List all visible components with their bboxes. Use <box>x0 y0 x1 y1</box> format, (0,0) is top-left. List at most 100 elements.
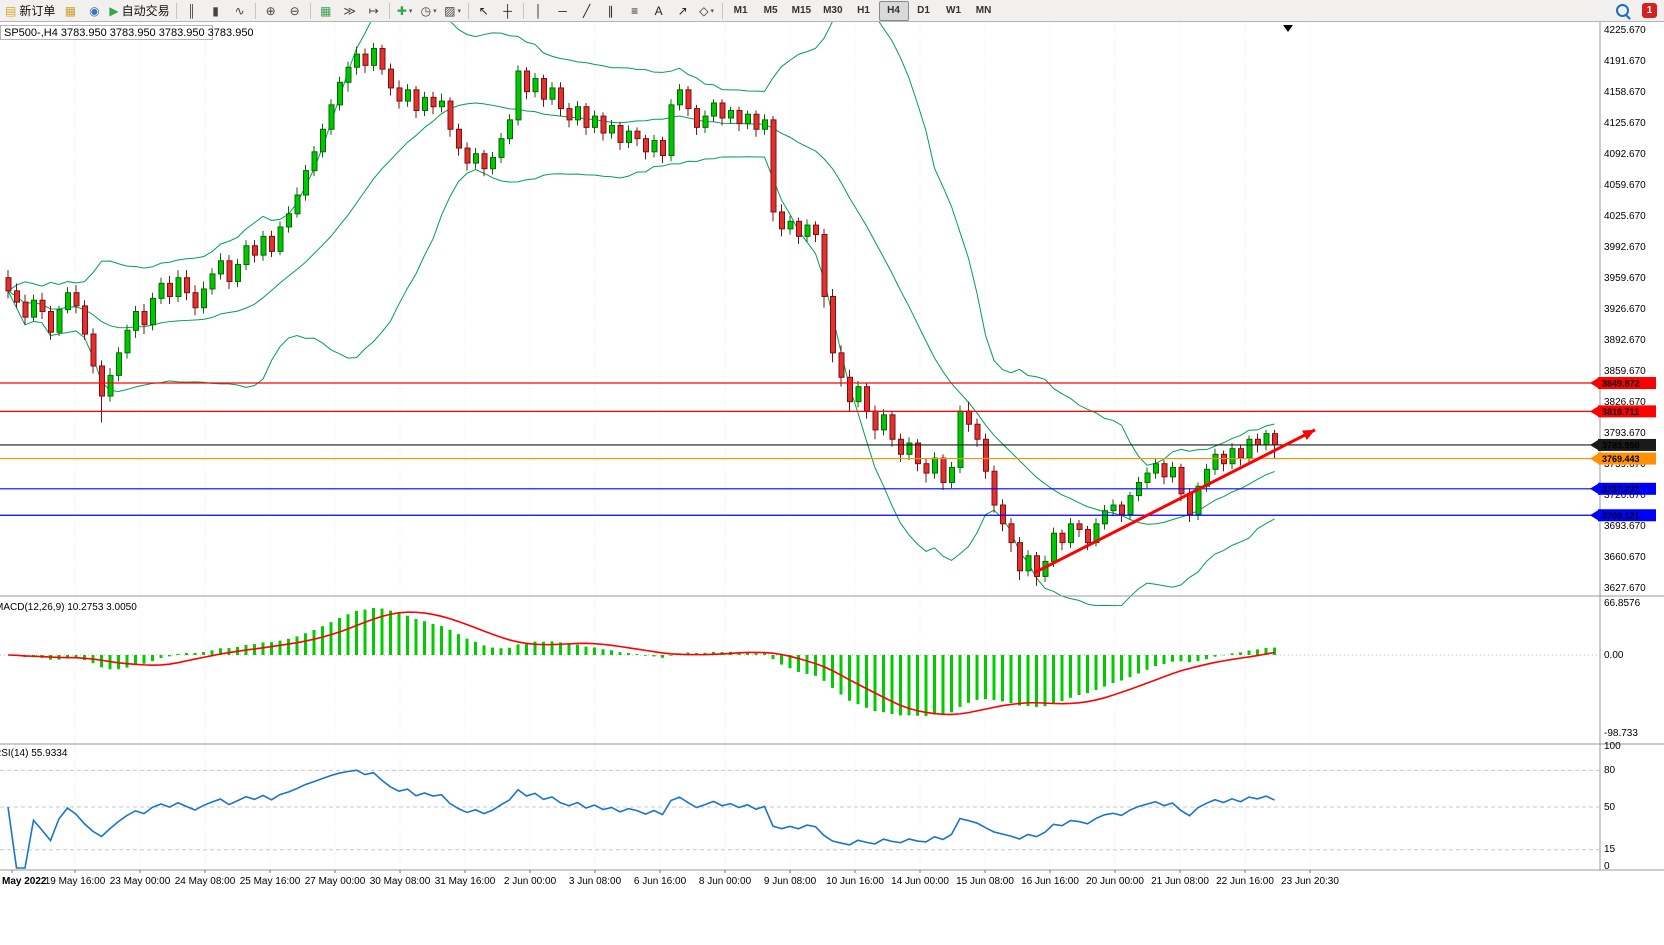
svg-text:24 May 08:00: 24 May 08:00 <box>175 876 236 887</box>
svg-text:3693.670: 3693.670 <box>1604 521 1646 532</box>
auto-scroll-icon: ≫ <box>343 3 356 18</box>
horizontal-line-button[interactable]: ─ <box>551 1 575 21</box>
cursor-button[interactable]: ↖ <box>472 1 496 21</box>
svg-text:4025.670: 4025.670 <box>1604 211 1646 222</box>
svg-text:19 May 16:00: 19 May 16:00 <box>45 876 106 887</box>
arrow-tools-button[interactable]: ↗ <box>671 1 695 21</box>
svg-text:22 Jun 16:00: 22 Jun 16:00 <box>1216 876 1274 887</box>
timeframe-h4-button-label: H4 <box>887 5 900 16</box>
crosshair-button[interactable]: ┼ <box>496 1 520 21</box>
tile-windows-icon: ▦ <box>319 3 332 18</box>
timeframe-m15-button-label: M15 <box>791 5 812 16</box>
periods-button-caret: ▾ <box>433 7 437 15</box>
toolbar-separator <box>309 2 311 19</box>
svg-text:8 Jun 00:00: 8 Jun 00:00 <box>699 876 752 887</box>
level-price-tag[interactable] <box>1598 452 1656 465</box>
bollinger-bands <box>7 22 1275 607</box>
text-button[interactable]: A <box>647 1 671 21</box>
trend-arrow[interactable] <box>1033 428 1316 575</box>
svg-text:23 May 00:00: 23 May 00:00 <box>110 876 171 887</box>
svg-text:23 Jun 20:30: 23 Jun 20:30 <box>1281 876 1339 887</box>
svg-text:25 May 16:00: 25 May 16:00 <box>240 876 301 887</box>
timeframe-h4-button[interactable]: H4 <box>878 0 909 21</box>
periods-button[interactable]: ◷ ▾ <box>417 1 441 21</box>
channel-button[interactable]: ∥ <box>599 1 623 21</box>
toolbar-separator <box>522 2 524 19</box>
level-price-tag[interactable] <box>1598 405 1656 418</box>
timeframe-d1-button-label: D1 <box>917 5 930 16</box>
tile-windows-button[interactable]: ▦ <box>314 1 338 21</box>
candlestick-chart-icon: ▮ <box>212 3 219 18</box>
trendline-button[interactable]: ╱ <box>575 1 599 21</box>
timeframe-h1-button[interactable]: H1 <box>849 1 879 21</box>
svg-text:3819.711: 3819.711 <box>1602 407 1639 417</box>
timeframe-d1-button[interactable]: D1 <box>909 1 939 21</box>
svg-text:3709.121: 3709.121 <box>1602 511 1640 521</box>
level-price-tag[interactable] <box>1598 482 1656 495</box>
price-tags[interactable]: 3849.872 3819.711 3783.950 3769.443 3737.271… <box>1590 377 1656 522</box>
search-button[interactable] <box>1610 1 1634 21</box>
timeframe-m30-button[interactable]: M30 <box>817 1 848 21</box>
svg-text:15 Jun 08:00: 15 Jun 08:00 <box>956 876 1014 887</box>
symbol-info: SP500-,H4 3783.950 3783.950 3783.950 378… <box>0 25 254 40</box>
chart-canvas[interactable]: SP500-,H4 3783.950 3783.950 3783.950 378… <box>0 22 1664 945</box>
new-order-button[interactable]: ▤ 新订单 <box>2 1 58 21</box>
shapes-button[interactable]: ◇ ▾ <box>695 1 719 21</box>
chart-window-button[interactable]: ▦ <box>58 1 82 21</box>
svg-text:4059.670: 4059.670 <box>1604 180 1646 191</box>
toolbar-separator <box>467 2 469 19</box>
zoom-in-icon: ⊕ <box>265 3 276 18</box>
svg-text:4092.670: 4092.670 <box>1604 149 1646 160</box>
line-chart-button[interactable]: ∿ <box>228 1 252 21</box>
search-icon <box>1615 4 1629 17</box>
crosshair-icon: ┼ <box>503 3 512 18</box>
svg-text:31 May 16:00: 31 May 16:00 <box>435 876 496 887</box>
timeframe-w1-button[interactable]: W1 <box>939 1 969 21</box>
toolbar-separator <box>388 2 390 19</box>
level-lines[interactable] <box>0 382 1600 516</box>
zoom-out-button[interactable]: ⊖ <box>283 1 307 21</box>
vertical-line-button[interactable]: │ <box>527 1 551 21</box>
chart-window-icon: ▦ <box>64 3 77 18</box>
templates-icon: ▨ <box>444 3 456 18</box>
level-price-tag[interactable] <box>1598 509 1656 522</box>
zoom-in-button[interactable]: ⊕ <box>259 1 283 21</box>
horizontal-line-icon: ─ <box>558 3 567 18</box>
svg-text:0.00: 0.00 <box>1604 650 1624 661</box>
svg-text:16 Jun 16:00: 16 Jun 16:00 <box>1021 876 1079 887</box>
chart-shift-marker <box>1283 25 1293 32</box>
templates-button[interactable]: ▨ ▾ <box>441 1 465 21</box>
cursor-icon: ↖ <box>478 3 489 18</box>
fibonacci-icon: ≡ <box>631 3 639 18</box>
svg-text:21 Jun 08:00: 21 Jun 08:00 <box>1151 876 1209 887</box>
indicators-button[interactable]: ✚ ▾ <box>393 1 417 21</box>
chart-shift-button[interactable]: ↦ <box>362 1 386 21</box>
channel-icon: ∥ <box>607 3 614 18</box>
svg-text:3892.670: 3892.670 <box>1604 335 1646 346</box>
svg-text:3 Jun 08:00: 3 Jun 08:00 <box>569 876 622 887</box>
timeframe-h1-button-label: H1 <box>857 5 870 16</box>
timeframe-mn-button[interactable]: MN <box>969 1 999 21</box>
level-price-tag[interactable] <box>1598 377 1656 390</box>
svg-text:100: 100 <box>1604 741 1621 752</box>
timeframe-m5-button[interactable]: M5 <box>756 1 786 21</box>
bar-chart-button[interactable]: ║ <box>180 1 204 21</box>
current-price-tag[interactable] <box>1598 438 1656 451</box>
svg-text:20 Jun 00:00: 20 Jun 00:00 <box>1086 876 1144 887</box>
toolbar-separator <box>721 2 723 19</box>
auto-scroll-button[interactable]: ≫ <box>338 1 362 21</box>
svg-text:2 Jun 00:00: 2 Jun 00:00 <box>504 876 557 887</box>
svg-text:4191.670: 4191.670 <box>1604 56 1646 67</box>
profile-button[interactable]: ◉ <box>82 1 106 21</box>
shapes-icon: ◇ <box>699 3 709 18</box>
fibonacci-button[interactable]: ≡ <box>623 1 647 21</box>
candlestick-chart-button[interactable]: ▮ <box>204 1 228 21</box>
timeframe-m15-button[interactable]: M15 <box>786 1 817 21</box>
timeframe-m1-button[interactable]: M1 <box>726 1 756 21</box>
svg-text:66.8576: 66.8576 <box>1604 598 1641 609</box>
autotrading-button[interactable]: ▶ 自动交易 <box>106 1 172 21</box>
notification-badge[interactable]: 1 <box>1642 3 1657 18</box>
svg-text:3859.670: 3859.670 <box>1604 366 1646 377</box>
autotrading-button-label: 自动交易 <box>121 4 170 18</box>
